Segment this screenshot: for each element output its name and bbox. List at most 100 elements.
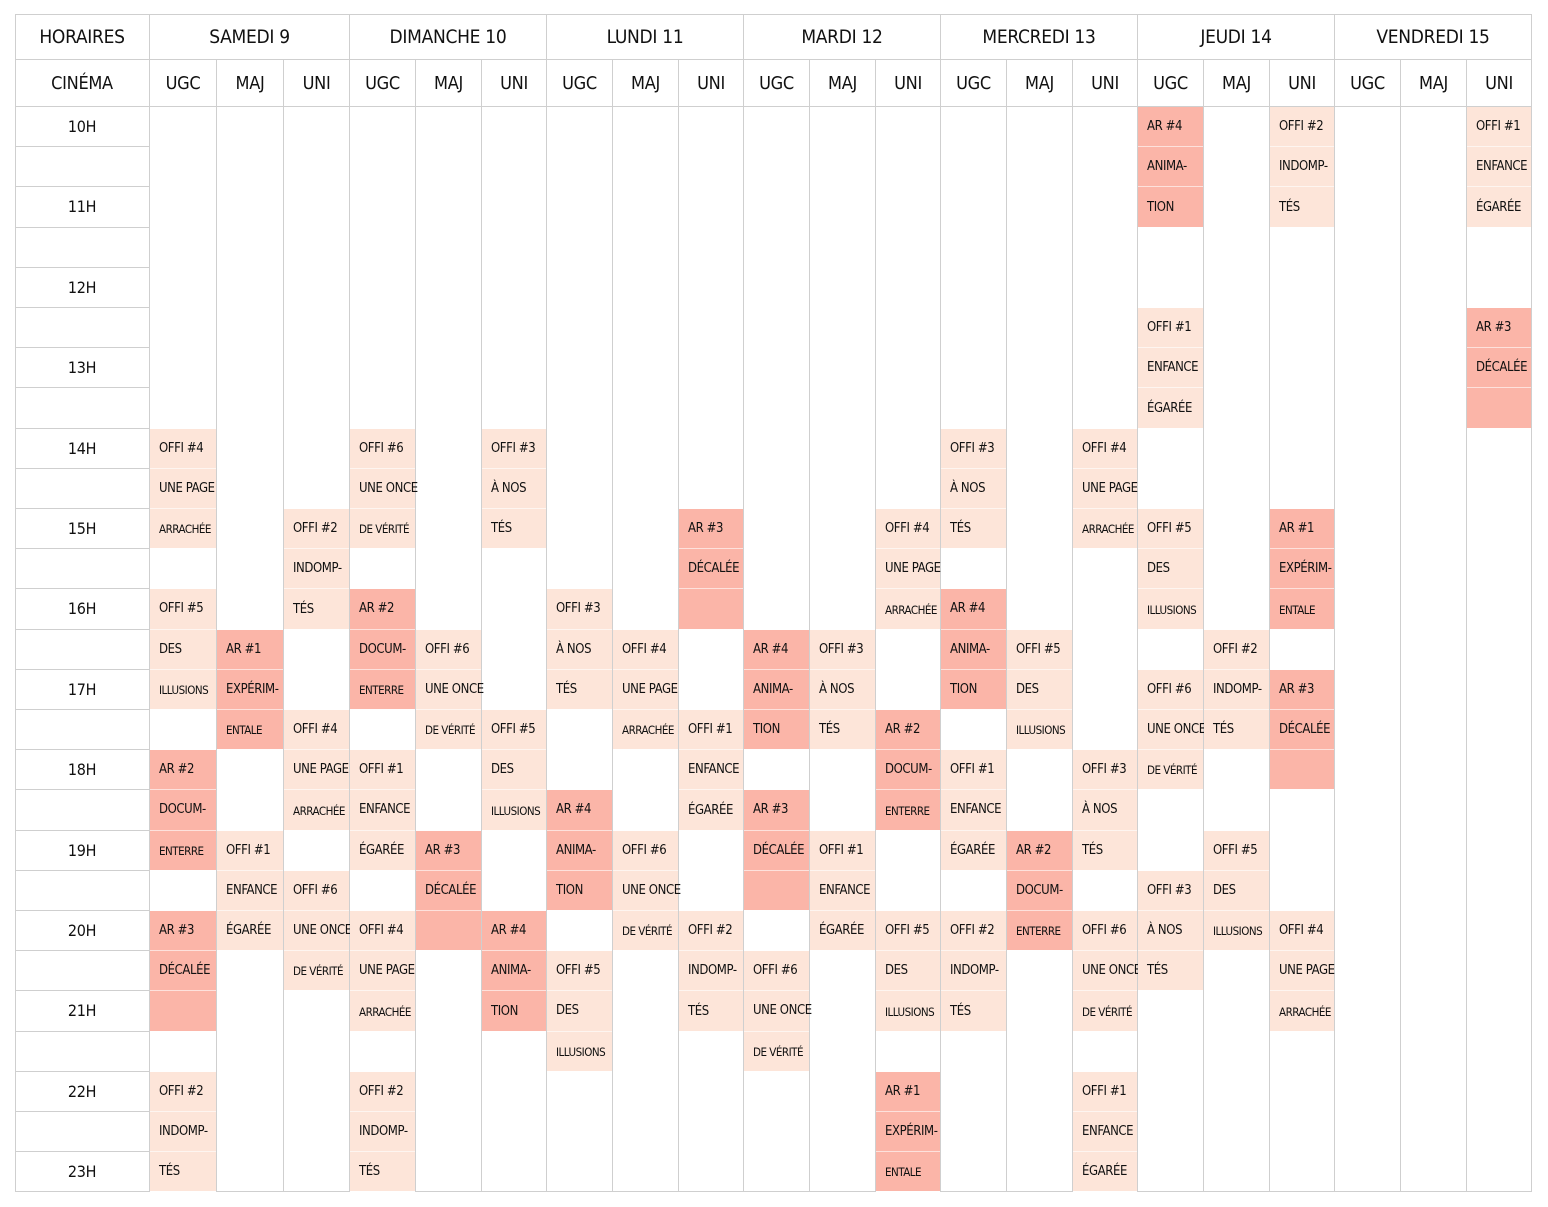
block-row-separator [876,749,940,751]
block-row-separator [1073,789,1137,791]
screening-code: AR #2 [885,722,921,738]
screening-title-line: DES [1147,561,1170,577]
screening-block[interactable]: OFFI #3 À NOS TÉS [547,589,612,710]
screening-code: OFFI #6 [1082,923,1127,939]
block-row-separator [1138,186,1203,188]
screening-block[interactable]: AR #4 ANIMA- TION [941,589,1006,710]
block-row-separator [1467,146,1531,148]
block-row-separator [547,1030,612,1032]
day-header: DIMANCHE 10 [350,14,547,60]
screening-block[interactable]: OFFI #2 INDOMP- TÉS [679,911,743,1032]
block-row-separator [941,829,1006,831]
screening-title-line: TÉS [1213,722,1234,738]
screening-block[interactable]: OFFI #6 UNE ONCE DE VÉRITÉ [350,428,418,550]
screening-block[interactable]: OFFI #1 ENFANCE ÉGARÉE [217,830,283,952]
block-row-separator [810,869,875,871]
screening-block[interactable]: OFFI #6 UNE ONCE DE VÉRITÉ [744,951,812,1072]
screening-block[interactable]: OFFI #4 UNE PAGE ARRACHÉE [613,629,678,751]
screening-block[interactable]: OFFI #1 ENFANCE ÉGARÉE [679,710,743,831]
screening-code: OFFI #3 [1147,882,1192,898]
block-row-separator [1073,990,1137,992]
screening-block[interactable]: OFFI #2 INDOMP- TÉS [150,1071,216,1193]
screening-block[interactable]: OFFI #4 UNE PAGE ARRACHÉE [876,509,941,630]
screening-block[interactable]: AR #1 EXPÉRIM- ENTALE [876,1071,940,1193]
screening-block[interactable]: OFFI #5 DES ILLUSIONS [1007,629,1072,751]
screening-block[interactable]: AR #3 DÉCALÉE [679,509,743,630]
screening-block[interactable]: OFFI #1 ENFANCE ÉGARÉE [810,830,875,952]
screening-block[interactable]: OFFI #3 À NOS TÉS [941,428,1006,550]
screening-title-line: UNE PAGE [622,681,678,697]
day-header: JEUDI 14 [1138,14,1335,60]
screening-block[interactable]: OFFI #5 DES ILLUSIONS [1138,509,1203,630]
screening-title-line: ÉGARÉE [359,842,404,858]
screening-title-line: ARRACHÉE [293,803,345,818]
cinema-column-header: UGC [547,60,613,107]
cinema-column-header: UNI [1073,60,1138,107]
screening-title-line: INDOMP- [1213,681,1262,697]
screening-block[interactable]: AR #3 DÉCALÉE [1467,308,1531,429]
screening-block[interactable]: AR #3 DÉCALÉE [416,830,481,952]
screening-block[interactable]: OFFI #6 UNE ONCE DE VÉRITÉ [1138,669,1206,791]
screening-block[interactable]: OFFI #2 INDOMP- TÉS [350,1071,415,1193]
block-row-separator [1270,950,1334,952]
screening-block[interactable]: AR #4 ANIMA- TION [1138,107,1203,228]
screening-block[interactable]: OFFI #3 À NOS TÉS [482,428,546,550]
screening-title-line: INDOMP- [159,1124,208,1140]
screening-block[interactable]: OFFI #5 DES ILLUSIONS [482,710,546,831]
screening-block[interactable]: AR #3 DÉCALÉE [1270,669,1334,791]
time-label: 22H [15,1071,150,1112]
screening-code: AR #3 [688,521,724,537]
screening-block[interactable]: OFFI #4 UNE PAGE ARRACHÉE [350,911,415,1032]
screening-block[interactable]: AR #3 DÉCALÉE [150,911,216,1032]
screening-block[interactable]: AR #2 DOCUM- ENTERRE [350,589,415,710]
screening-block[interactable]: OFFI #3 À NOS TÉS [1138,870,1203,992]
screening-block[interactable]: AR #4 ANIMA- TION [482,911,546,1032]
cinema-column-header: MAJ [416,60,482,107]
block-row-separator [150,950,216,952]
screening-block[interactable]: OFFI #4 UNE PAGE ARRACHÉE [284,710,349,831]
screening-block[interactable]: OFFI #1 ENFANCE ÉGARÉE [1073,1071,1137,1193]
screening-block[interactable]: OFFI #6 UNE ONCE DE VÉRITÉ [284,870,352,992]
screening-block[interactable]: OFFI #4 UNE PAGE ARRACHÉE [1270,911,1335,1032]
screening-block[interactable]: OFFI #5 DES ILLUSIONS [150,589,216,710]
column-divider [1269,107,1270,1193]
screening-code: OFFI #5 [1016,641,1061,657]
screening-block[interactable]: OFFI #3 À NOS TÉS [1073,750,1137,871]
screening-block[interactable]: OFFI #6 UNE ONCE DE VÉRITÉ [613,830,681,952]
screening-block[interactable]: AR #4 ANIMA- TION [547,790,612,911]
screening-block[interactable]: OFFI #5 DES ILLUSIONS [876,911,940,1032]
screening-block[interactable]: AR #1 EXPÉRIM- ENTALE [1270,509,1334,630]
day-header: MERCREDI 13 [941,14,1138,60]
column-divider [678,107,679,1193]
screening-code: AR #4 [753,641,789,657]
screening-block[interactable]: AR #4 ANIMA- TION [744,629,809,751]
screening-block[interactable]: OFFI #2 INDOMP- TÉS [941,911,1006,1032]
screening-code: OFFI #2 [1279,119,1324,135]
block-row-separator [150,990,216,992]
screening-block[interactable]: OFFI #1 ENFANCE ÉGARÉE [941,750,1006,871]
screening-code: AR #1 [885,1083,921,1099]
screening-title-line: DE VÉRITÉ [753,1044,804,1059]
screening-block[interactable]: OFFI #1 ENFANCE ÉGARÉE [1138,308,1203,429]
screening-block[interactable]: OFFI #5 DES ILLUSIONS [547,951,612,1072]
screening-block[interactable]: OFFI #1 ENFANCE ÉGARÉE [350,750,415,871]
screening-title-line: TÉS [1147,963,1168,979]
screening-block[interactable]: AR #2 DOCUM- ENTERRE [1007,830,1072,952]
screening-block[interactable]: AR #3 DÉCALÉE [744,790,809,911]
screening-block[interactable]: OFFI #2 INDOMP- TÉS [284,509,349,630]
screening-block[interactable]: OFFI #6 UNE ONCE DE VÉRITÉ [1073,911,1141,1032]
screening-block[interactable]: OFFI #6 UNE ONCE DE VÉRITÉ [416,629,484,751]
screening-title-line: DÉCALÉE [1476,360,1528,376]
screening-block[interactable]: AR #2 DOCUM- ENTERRE [876,710,940,831]
screening-title-line: ENFANCE [950,802,1002,818]
screening-block[interactable]: OFFI #3 À NOS TÉS [810,629,875,751]
screening-block[interactable]: OFFI #4 UNE PAGE ARRACHÉE [150,428,216,550]
screening-block[interactable]: AR #2 DOCUM- ENTERRE [150,750,216,871]
block-row-separator [547,829,612,831]
screening-block[interactable]: OFFI #1 ENFANCE ÉGARÉE [1467,107,1531,228]
screening-block[interactable]: OFFI #5 DES ILLUSIONS [1204,830,1269,952]
screening-block[interactable]: AR #1 EXPÉRIM- ENTALE [217,629,283,751]
screening-block[interactable]: OFFI #4 UNE PAGE ARRACHÉE [1073,428,1138,550]
screening-block[interactable]: OFFI #2 INDOMP- TÉS [1270,107,1334,228]
screening-block[interactable]: OFFI #2 INDOMP- TÉS [1204,629,1269,751]
